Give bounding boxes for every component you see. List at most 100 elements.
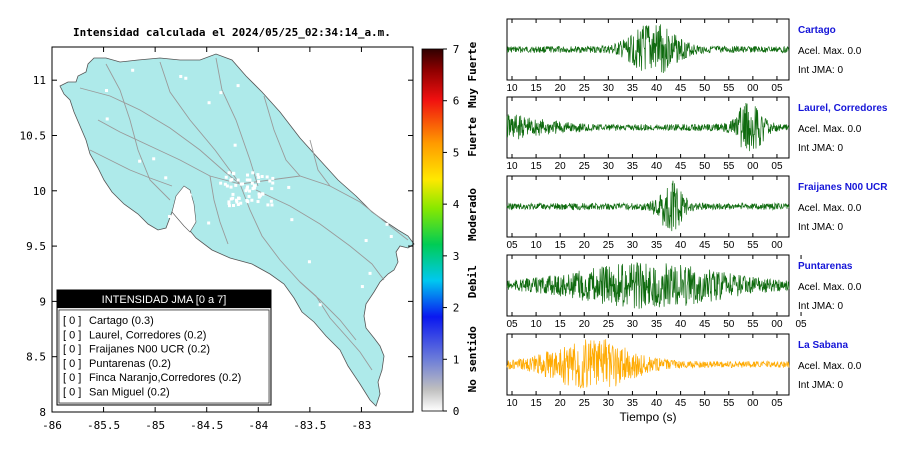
- town-marker: [223, 182, 227, 186]
- waveform-tick-label: 20: [579, 319, 591, 330]
- legend-header: [57, 290, 271, 308]
- town-marker: [224, 175, 228, 179]
- town-marker: [248, 189, 252, 193]
- colorbar-tick-label: 4: [453, 198, 460, 211]
- town-marker: [265, 175, 269, 179]
- waveform-tick-label: 40: [675, 240, 687, 251]
- town-marker: [368, 271, 372, 275]
- town-marker: [229, 185, 233, 189]
- map-y-tick-label: 10.5: [20, 129, 47, 142]
- colorbar-tick-label: 5: [453, 146, 460, 159]
- waveform-tick-label: 55: [723, 398, 735, 409]
- town-marker: [179, 74, 183, 78]
- town-marker: [260, 174, 264, 178]
- map-frame: [51, 46, 414, 413]
- waveform-tick-label: 35: [651, 319, 663, 330]
- legend-item-level: [ 0 ]: [63, 358, 81, 370]
- town-marker: [234, 183, 238, 187]
- colorbar-gradient: [421, 48, 444, 412]
- town-marker: [269, 199, 273, 203]
- waveform-tick-label: 00: [771, 240, 783, 251]
- town-marker: [244, 189, 248, 193]
- town-marker: [184, 76, 188, 80]
- waveform-tick-label: 10: [531, 240, 543, 251]
- town-markers: [105, 68, 393, 307]
- waveform-tick-label: 00: [747, 398, 759, 409]
- waveform-tick-label: 30: [603, 83, 615, 94]
- waveform-tick-label: 55: [747, 319, 759, 330]
- town-marker: [247, 194, 251, 198]
- station-jma: Int JMA: 0: [798, 380, 843, 391]
- town-marker: [360, 285, 364, 289]
- station-jma: Int JMA: 0: [798, 65, 843, 76]
- waveform-tick-label: 55: [747, 240, 759, 251]
- map-y-tick-label: 8: [39, 406, 46, 419]
- town-marker: [245, 187, 249, 191]
- waveform-tick-label: 20: [555, 398, 567, 409]
- waveform-tick-label: 15: [531, 398, 543, 409]
- colorbar-tick-label: 6: [453, 95, 460, 108]
- legend-item-level: [ 0 ]: [63, 372, 81, 384]
- town-marker: [105, 117, 109, 121]
- town-marker: [260, 192, 264, 196]
- waveform-panel: 05 10 15 20 25 30 35 40 45 50 55 00 Fraijanes N00 UC…: [506, 175, 888, 251]
- map-x-tick-label: -83.5: [293, 419, 326, 432]
- waveform-tick-label: 55: [723, 83, 735, 94]
- waveform-tick-label: 15: [531, 83, 543, 94]
- waveform-tick-label: 50: [699, 83, 711, 94]
- legend-item-level: [ 0 ]: [63, 315, 81, 327]
- waveform-tick-label: 05: [506, 240, 518, 251]
- waveform-trace: [506, 180, 790, 232]
- town-marker: [271, 181, 275, 185]
- town-marker: [266, 203, 270, 207]
- map-y-tick-label: 9: [39, 295, 46, 308]
- map-x-tick-label: -85.5: [87, 419, 120, 432]
- station-name: Laurel, Corredores: [798, 103, 888, 114]
- waveform-tick-label: 20: [579, 240, 591, 251]
- waveform-trace: [506, 24, 790, 74]
- town-marker: [233, 143, 237, 147]
- map-x-tick-label: -84: [248, 419, 268, 432]
- town-marker: [252, 186, 256, 190]
- colorbar-tick-label: 3: [453, 250, 460, 263]
- waveform-tick-label: 05: [506, 319, 518, 330]
- map-axes: -86 -85.5 -85 -84.5 -84 -83.5 -83 11 10.5 10 9.5 9 8…: [20, 47, 413, 432]
- town-marker: [318, 303, 322, 307]
- waveform-tick-label: 50: [699, 161, 711, 172]
- map-y-tick-label: 11: [33, 74, 46, 87]
- legend-item-label: Puntarenas (0.2): [89, 358, 171, 370]
- town-marker: [230, 178, 234, 182]
- map-y-tick-label: 9.5: [26, 240, 46, 253]
- town-marker: [188, 193, 192, 197]
- map-x-tick-label: -83: [351, 419, 371, 432]
- town-marker: [250, 181, 254, 185]
- waveform-tick-label: 35: [627, 398, 639, 409]
- town-marker: [246, 173, 250, 177]
- intensity-legend: INTENSIDAD JMA [0 a 7] [ 0 ] Cartago (0.3…: [56, 289, 272, 406]
- town-marker: [270, 187, 274, 191]
- waveform-tick-label: 45: [699, 240, 711, 251]
- waveform-tick-label: 00: [747, 161, 759, 172]
- colorbar-ticks: 7 6 5 4 3 2 1 0: [443, 43, 460, 418]
- waveform-tick-label: 55: [723, 161, 735, 172]
- map-x-tick-label: -84.5: [190, 419, 223, 432]
- station-name: Puntarenas: [798, 261, 853, 272]
- waveform-tick-label: 35: [651, 240, 663, 251]
- town-marker: [256, 173, 260, 177]
- map-title: Intensidad calculada el 2024/05/25_02:34…: [73, 26, 391, 39]
- town-marker: [257, 175, 261, 179]
- waveform-tick-label: 45: [699, 319, 711, 330]
- waveform-tick-label: 15: [555, 240, 567, 251]
- town-marker: [270, 203, 274, 207]
- waveform-tick-label: 00: [747, 83, 759, 94]
- station-accel: Acel. Max. 0.0: [798, 46, 862, 57]
- town-marker: [236, 178, 240, 182]
- town-marker: [138, 159, 142, 163]
- town-marker: [232, 204, 236, 208]
- town-marker: [251, 171, 255, 175]
- waveform-xlabel: Tiempo (s): [620, 410, 677, 424]
- town-marker: [152, 157, 156, 161]
- town-marker: [257, 192, 261, 196]
- waveform-tick-label: 30: [603, 161, 615, 172]
